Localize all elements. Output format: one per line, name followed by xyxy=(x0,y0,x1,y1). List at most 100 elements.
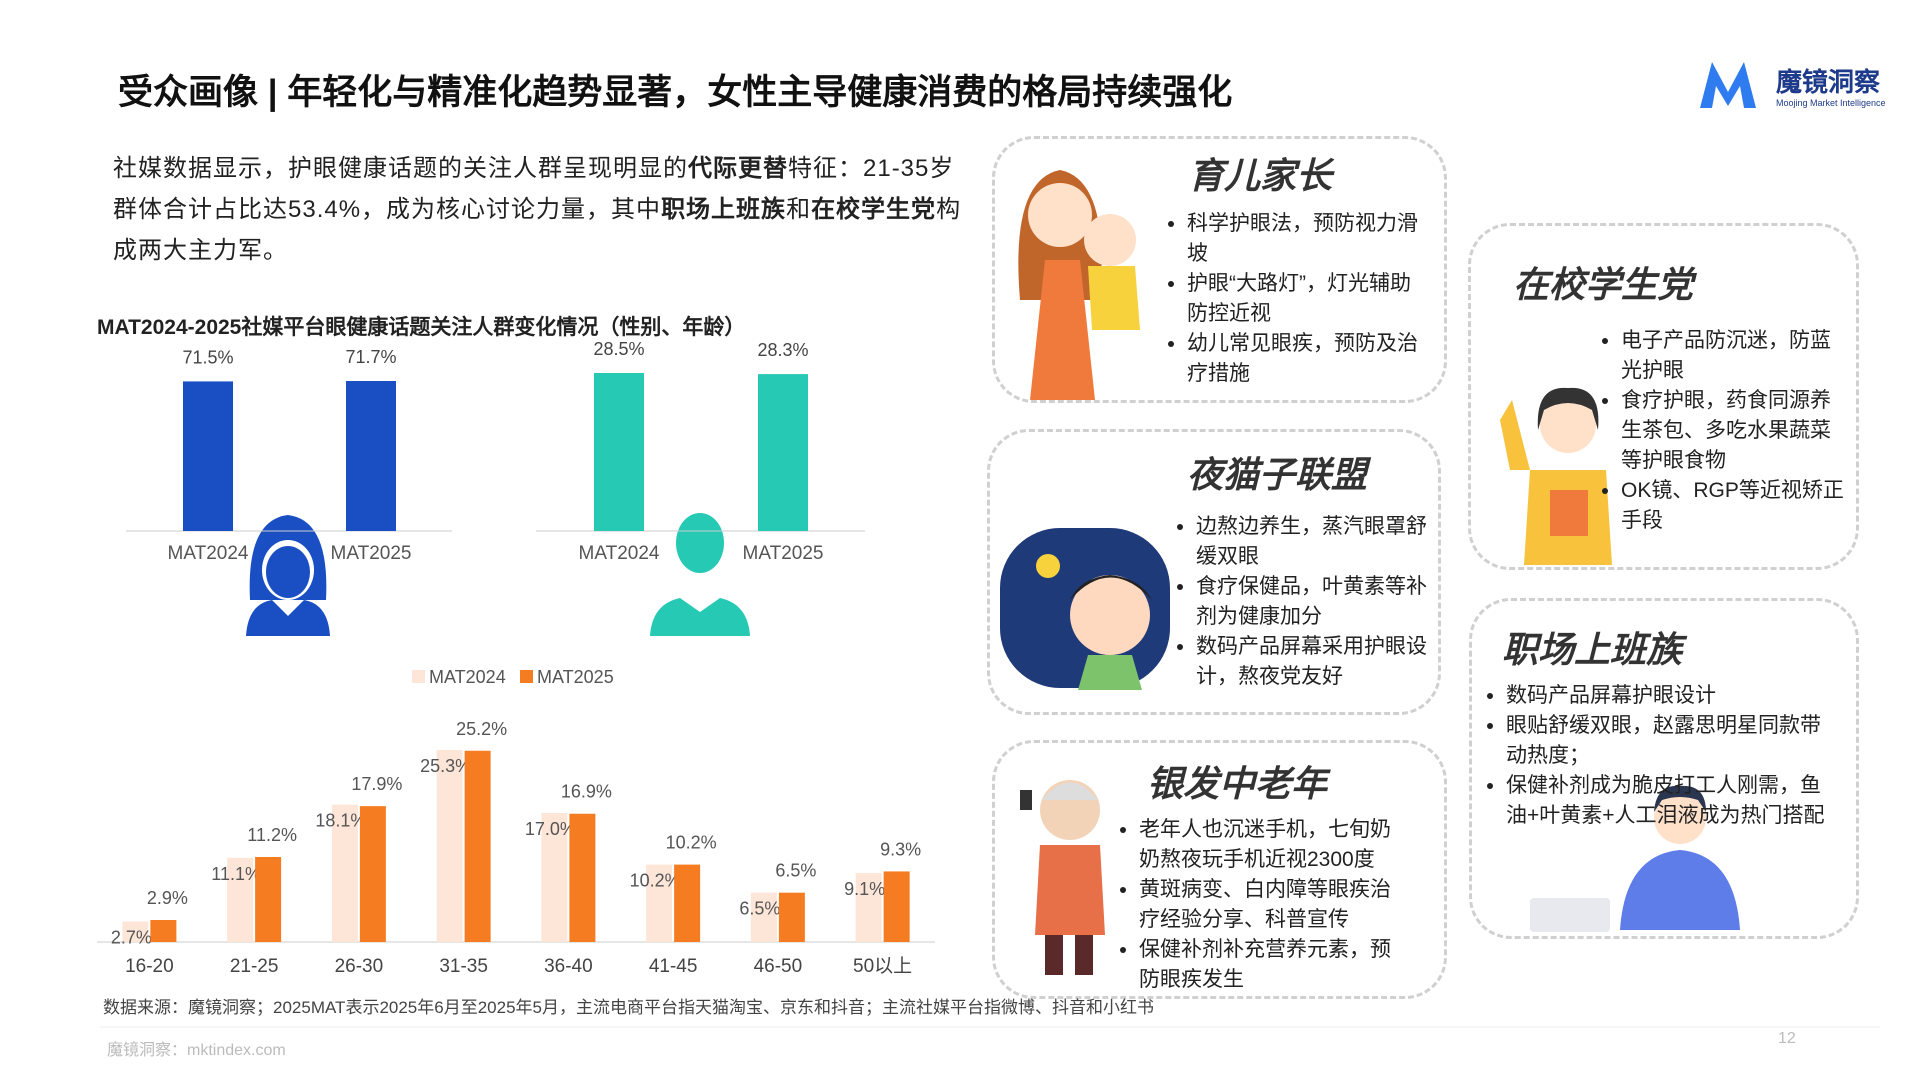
persona-card: 银发中老年 老年人也沉迷手机，七旬奶奶熬夜玩手机近视2300度 黄斑病变、白内障… xyxy=(992,740,1447,999)
male-icon xyxy=(650,513,750,636)
persona-card: 职场上班族 数码产品屏幕护眼设计 眼贴舒缓双眼，赵露思明星同款带动热度； 保健补… xyxy=(1469,598,1859,939)
bar xyxy=(436,750,463,942)
persona-card: 育儿家长 科学护眼法，预防视力滑坡 护眼“大路灯”，灯光辅助防控近视 幼儿常见眼… xyxy=(992,136,1447,403)
x-tick-label: 46-50 xyxy=(754,956,803,977)
intro-text: 社媒数据显示，护眼健康话题的关注人群呈现明显的 xyxy=(113,155,688,182)
value-label: 10.2% xyxy=(630,871,681,891)
persona-title: 育儿家长 xyxy=(1188,155,1333,196)
bar xyxy=(359,806,386,942)
persona-bullet: 食疗护眼，药食同源养生茶包、多吃水果蔬菜等护眼食物 xyxy=(1621,386,1847,476)
intro-highlight: 在校学生党 xyxy=(811,196,937,223)
bar xyxy=(883,871,910,942)
legend-label: MAT2024 xyxy=(429,667,506,687)
persona-bullet: 保健补剂补充营养元素，预防眼疾发生 xyxy=(1139,935,1409,995)
illustration-worker xyxy=(1530,785,1740,932)
persona-bullet: 科学护眼法，预防视力滑坡 xyxy=(1187,209,1427,269)
bar xyxy=(255,857,282,942)
intro: 社媒数据显示，护眼健康话题的关注人群呈现明显的代际更替特征：21-35岁群体合计… xyxy=(113,148,963,271)
bar xyxy=(778,892,805,942)
value-label: 28.5% xyxy=(593,339,644,359)
persona-bullets: 边熬边养生，蒸汽眼罩舒缓双眼 食疗保健品，叶黄素等补剂为健康加分 数码产品屏幕采… xyxy=(1170,512,1436,692)
value-label: 17.9% xyxy=(351,774,402,794)
bar xyxy=(646,864,673,942)
illustration-student xyxy=(1500,387,1612,565)
legend-swatch xyxy=(412,670,425,683)
page-title: 受众画像 | 年轻化与精准化趋势显著，女性主导健康消费的格局持续强化 xyxy=(118,73,1233,112)
x-tick-label: MAT2024 xyxy=(579,543,660,564)
x-tick-label: MAT2025 xyxy=(743,543,824,564)
bar xyxy=(122,921,149,942)
persona-bullet: 老年人也沉迷手机，七旬奶奶熬夜玩手机近视2300度 xyxy=(1139,815,1409,875)
x-tick-label: MAT2024 xyxy=(168,543,249,564)
value-label: 9.1% xyxy=(844,879,885,899)
intro-text: 特征：21-35岁群体合计占比达53.4%，成为核心讨论力量，其中 xyxy=(113,155,955,223)
logo-tagline: Moojing Market Intelligence xyxy=(1776,98,1886,108)
value-label: 18.1% xyxy=(315,811,366,831)
intro-text: 和 xyxy=(786,196,812,223)
x-tick-label: 26-30 xyxy=(335,956,384,977)
x-tick-label: 50以上 xyxy=(853,955,912,977)
value-label: 6.5% xyxy=(739,899,780,919)
x-tick-label: 21-25 xyxy=(230,956,279,977)
persona-bullet: 数码产品屏幕采用护眼设计，熬夜党友好 xyxy=(1196,632,1436,692)
value-label: 17.0% xyxy=(525,819,576,839)
persona-bullet: 电子产品防沉迷，防蓝光护眼 xyxy=(1621,326,1847,386)
illustration-night-owl xyxy=(1000,528,1170,690)
persona-bullet: 护眼“大路灯”，灯光辅助防控近视 xyxy=(1187,269,1427,329)
persona-bullet: 边熬边养生，蒸汽眼罩舒缓双眼 xyxy=(1196,512,1436,572)
value-label: 6.5% xyxy=(775,861,816,881)
illustration-senior xyxy=(1020,780,1105,975)
persona-bullet: 数码产品屏幕护眼设计 xyxy=(1506,681,1826,711)
bar xyxy=(541,812,568,942)
x-tick-label: 36-40 xyxy=(544,956,593,977)
persona-bullets: 科学护眼法，预防视力滑坡 护眼“大路灯”，灯光辅助防控近视 幼儿常见眼疾，预防及… xyxy=(1161,209,1427,389)
bar xyxy=(855,872,882,942)
logo-name: 魔镜洞察 xyxy=(1776,67,1881,97)
bar xyxy=(569,813,596,942)
value-label: 2.7% xyxy=(111,928,152,948)
persona-card: 夜猫子联盟 边熬边养生，蒸汽眼罩舒缓双眼 食疗保健品，叶黄素等补剂为健康加分 数… xyxy=(987,429,1441,715)
intro-text: 构成两大主力军。 xyxy=(113,196,962,264)
value-label: 28.3% xyxy=(757,340,808,360)
value-label: 10.2% xyxy=(666,833,717,853)
value-label: 25.3% xyxy=(420,756,471,776)
intro-highlight: 职场上班族 xyxy=(661,196,787,223)
value-label: 71.7% xyxy=(345,347,396,367)
persona-bullet: 幼儿常见眼疾，预防及治疗措施 xyxy=(1187,329,1427,389)
x-tick-label: 16-20 xyxy=(125,956,174,977)
persona-bullets: 数码产品屏幕护眼设计 眼贴舒缓双眼，赵露思明星同款带动热度； 保健补剂成为脆皮打… xyxy=(1480,681,1826,831)
x-tick-label: MAT2025 xyxy=(331,543,412,564)
footer-site: 魔镜洞察：mktindex.com xyxy=(107,1042,286,1059)
value-label: 11.1% xyxy=(211,864,261,884)
value-label: 9.3% xyxy=(880,839,921,859)
bar xyxy=(346,381,396,531)
legend-swatch xyxy=(520,670,533,683)
bar xyxy=(464,750,491,942)
bar xyxy=(674,864,701,942)
female-icon xyxy=(246,515,330,636)
x-tick-label: 31-35 xyxy=(439,956,488,977)
persona-bullet: 食疗保健品，叶黄素等补剂为健康加分 xyxy=(1196,572,1436,632)
persona-bullets: 电子产品防沉迷，防蓝光护眼 食疗护眼，药食同源养生茶包、多吃水果蔬菜等护眼食物 … xyxy=(1595,326,1847,536)
x-tick-label: 41-45 xyxy=(649,956,698,977)
bar xyxy=(758,374,808,531)
value-label: 11.2% xyxy=(247,825,297,845)
persona-title: 夜猫子联盟 xyxy=(1187,454,1368,495)
intro-highlight: 代际更替 xyxy=(688,155,788,182)
persona-bullet: 保健补剂成为脆皮打工人刚需，鱼油+叶黄素+人工泪液成为热门搭配 xyxy=(1506,771,1826,831)
value-label: 2.9% xyxy=(147,888,188,908)
legend-label: MAT2025 xyxy=(537,667,614,687)
logo-mark xyxy=(1700,62,1756,108)
bar xyxy=(183,381,233,531)
bar xyxy=(150,919,177,942)
bar xyxy=(750,892,777,942)
value-label: 71.5% xyxy=(182,347,233,367)
value-label: 25.2% xyxy=(456,719,507,739)
bar xyxy=(594,373,644,531)
bar xyxy=(331,804,358,942)
persona-bullets: 老年人也沉迷手机，七旬奶奶熬夜玩手机近视2300度 黄斑病变、白内障等眼疾治疗经… xyxy=(1113,815,1409,995)
source-note: 数据来源：魔镜洞察；2025MAT表示2025年6月至2025年5月，主流电商平… xyxy=(103,998,1154,1017)
chart-title: MAT2024-2025社媒平台眼健康话题关注人群变化情况（性别、年龄） xyxy=(97,316,746,339)
